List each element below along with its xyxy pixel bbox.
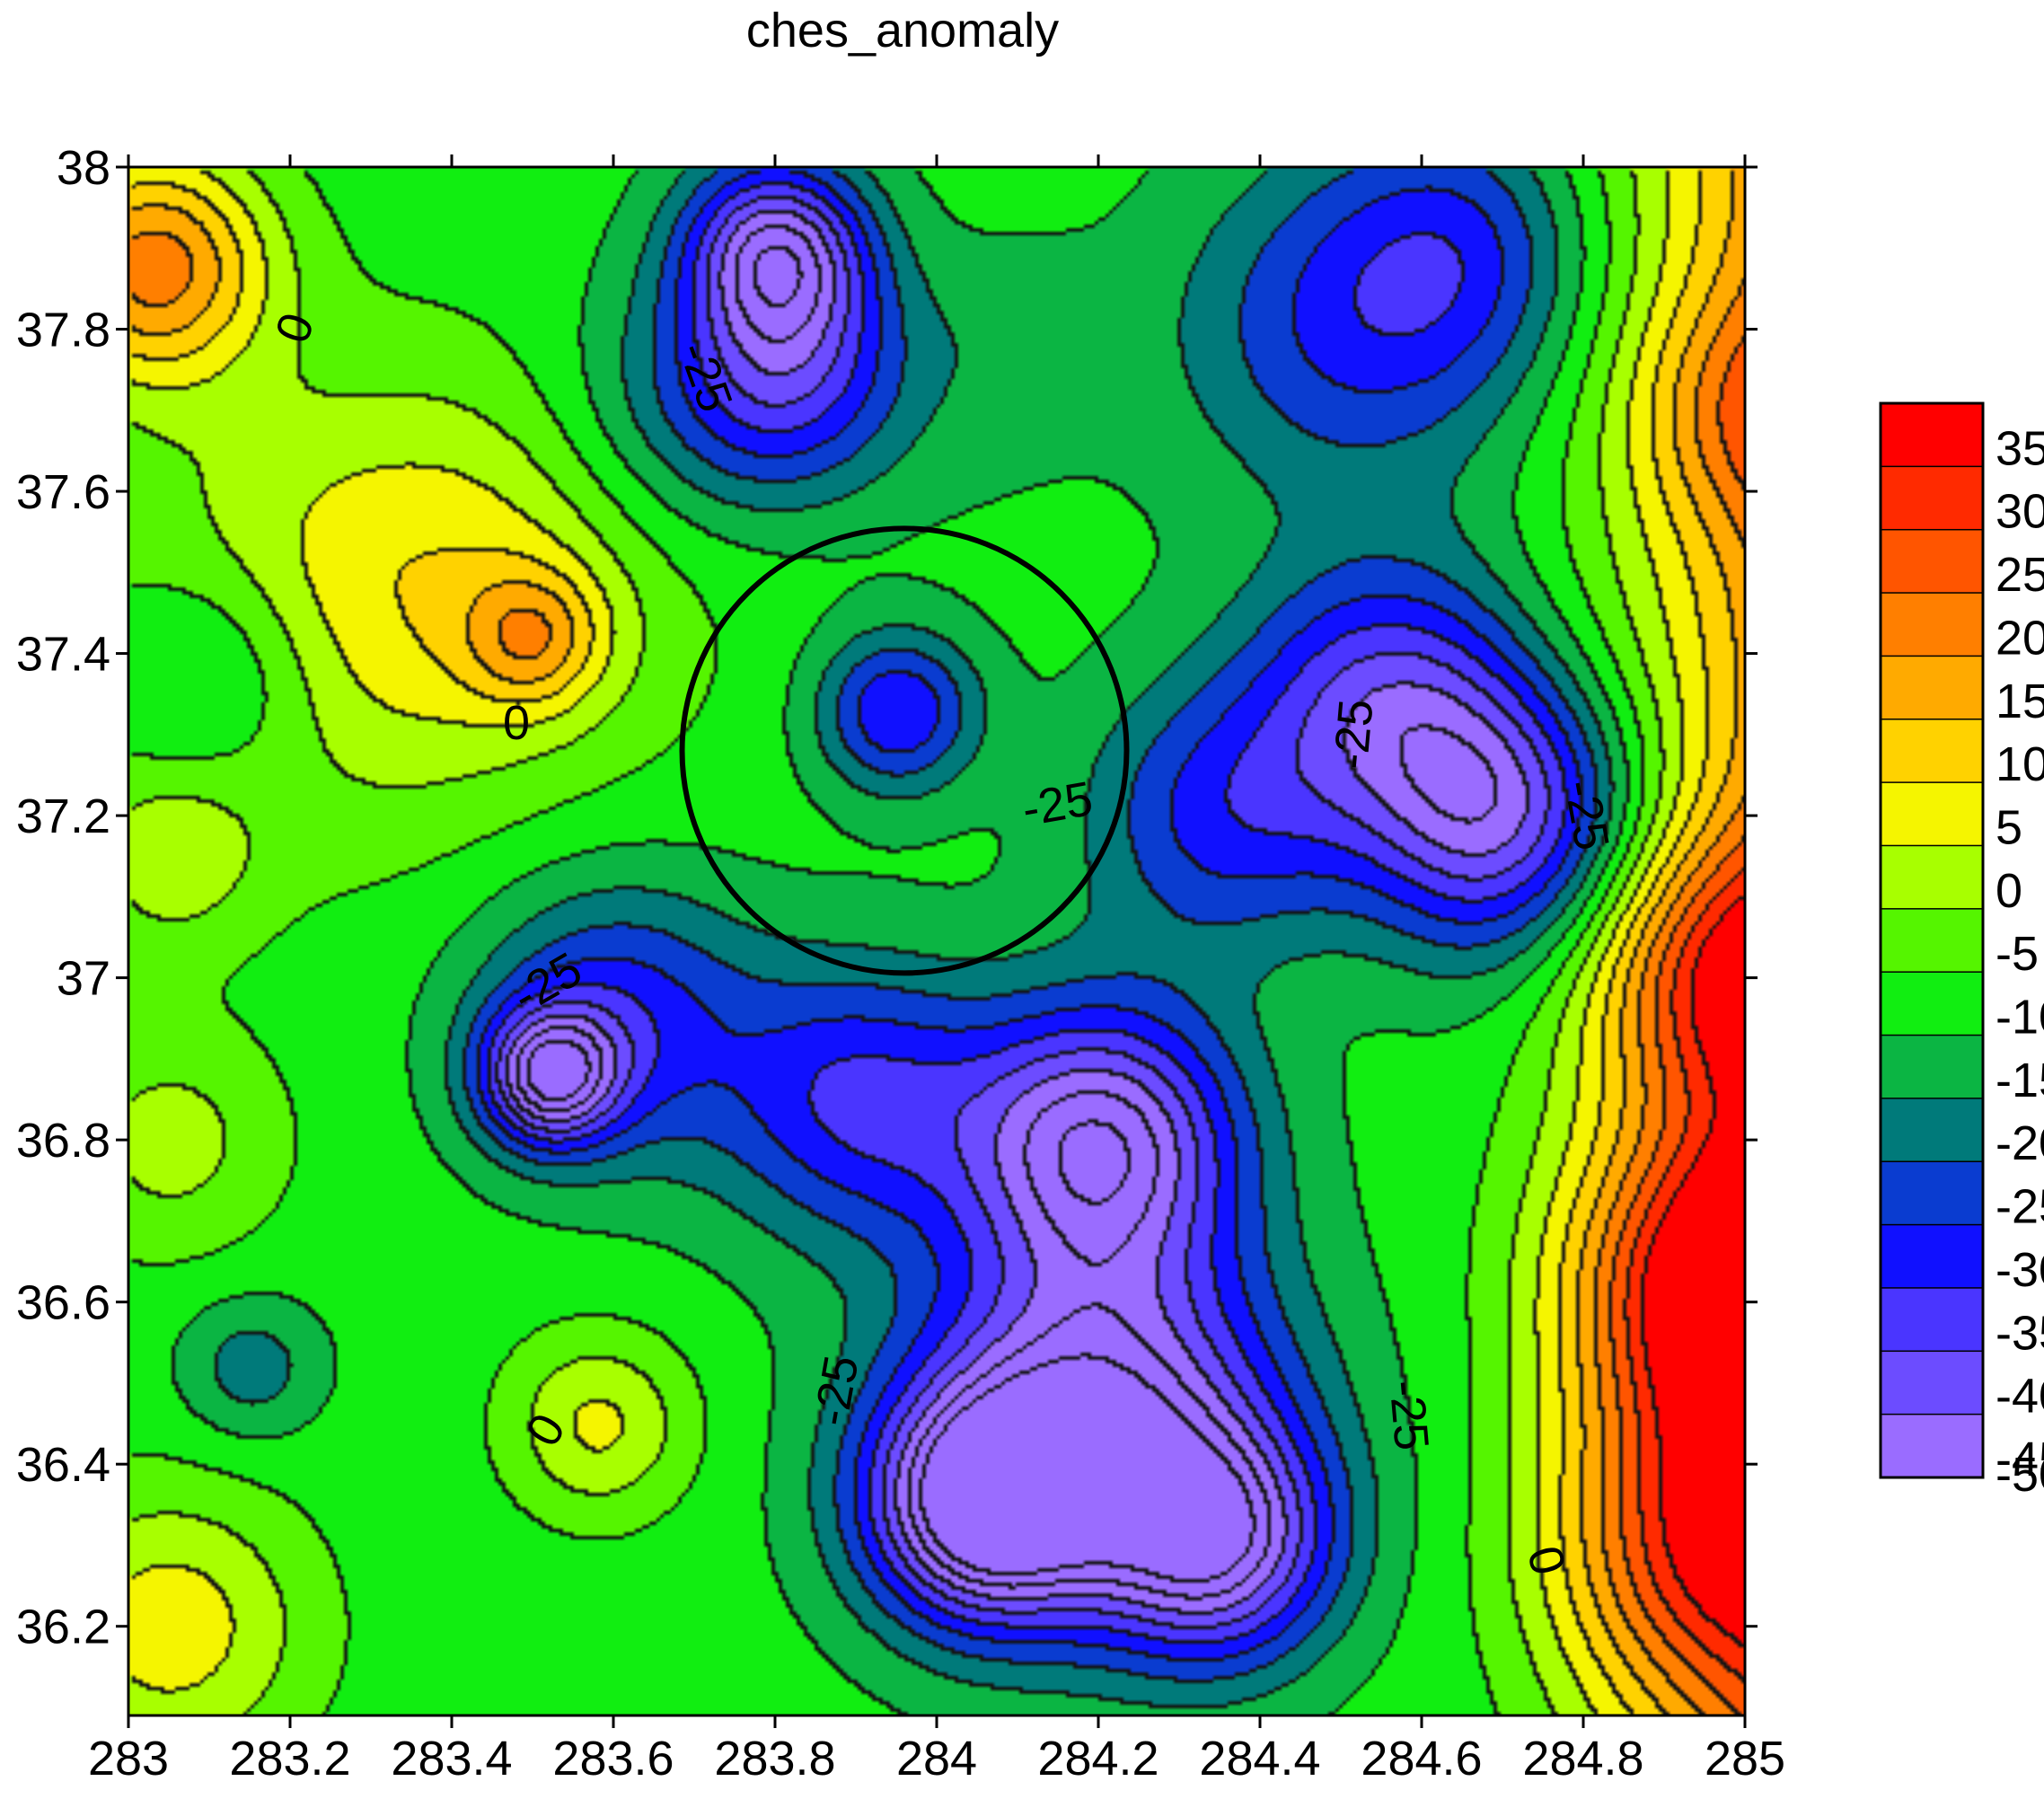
colorbar-label: 15 (1996, 675, 2044, 728)
colorbar-swatch (1880, 781, 1984, 847)
contour-label: -25 (1554, 776, 1619, 854)
colorbar-swatch (1880, 528, 1984, 595)
colorbar-label: -20 (1996, 1116, 2044, 1170)
colorbar-label: -35 (1996, 1306, 2044, 1360)
colorbar-frame (1879, 401, 1985, 1479)
colorbar-swatch (1880, 1098, 1984, 1163)
x-axis: 283 283.2 283.4 283.6 283.8 284 284.2 284.4 284.… (88, 154, 1785, 1786)
chart-title: ches_anomaly (746, 4, 1059, 57)
colorbar-label: -15 (1996, 1054, 2044, 1107)
y-tick-label: 37.4 (16, 628, 110, 682)
colorbar-swatch (1880, 402, 1984, 468)
colorbar-swatch (1880, 1287, 1984, 1353)
colorbar-label: 30 (1996, 485, 2044, 539)
contour-label: -25 (1324, 697, 1384, 772)
y-axis: 38 37.8 37.6 37.4 37.2 37 36.8 36.6 36.4 36.2 (16, 141, 1758, 1654)
colorbar-label: -45 (1996, 1433, 2044, 1486)
y-tick-label: 36.2 (16, 1601, 110, 1654)
y-tick-label: 36.8 (16, 1114, 110, 1168)
y-tick-label: 36.4 (16, 1438, 110, 1492)
colorbar-label: -10 (1996, 991, 2044, 1045)
colorbar-swatch (1880, 719, 1984, 784)
x-tick-label: 284 (896, 1732, 977, 1786)
x-tick-label: 283.4 (391, 1732, 512, 1786)
colorbar-swatch (1880, 1350, 1984, 1415)
x-tick-label: 285 (1705, 1732, 1785, 1786)
colorbar-swatch (1880, 1160, 1984, 1226)
colorbar: 35 30 25 20 15 10 5 0 -5 -10 -15 -20 -25 -30 -35 -40 -45… (1879, 401, 2044, 1502)
colorbar-label: -30 (1996, 1243, 2044, 1297)
x-tick-label: 284.6 (1361, 1732, 1482, 1786)
colorbar-label: 25 (1996, 548, 2044, 602)
colorbar-swatch (1880, 655, 1984, 721)
contour-label: -25 (1379, 1378, 1439, 1452)
plot-area: 0-250-25-25-25-25-250 -250 (127, 165, 1747, 1717)
y-tick-label: 36.6 (16, 1276, 110, 1330)
colorbar-swatch (1880, 908, 1984, 974)
contour-label: 0 (503, 696, 530, 750)
colorbar-swatch (1880, 1413, 1984, 1479)
colorbar-label: -5 (1996, 927, 2039, 981)
anomaly-heatmap (128, 167, 1745, 1715)
colorbar-label: 20 (1996, 611, 2044, 665)
colorbar-swatch (1880, 1034, 1984, 1100)
colorbar-swatch (1880, 592, 1984, 657)
colorbar-swatch (1880, 844, 1984, 911)
x-tick-label: 283 (88, 1732, 169, 1786)
colorbar-label: 10 (1996, 737, 2044, 791)
colorbar-swatch (1880, 465, 1984, 531)
colorbar-label: 0 (1996, 864, 2022, 918)
x-tick-label: 283.2 (229, 1732, 350, 1786)
colorbar-swatch (1880, 1223, 1984, 1290)
contour-label: -25 (804, 1352, 869, 1430)
colorbar-label: 35 (1996, 421, 2044, 475)
colorbar-label: -40 (1996, 1370, 2044, 1424)
y-tick-label: 37.8 (16, 304, 110, 357)
x-tick-label: 284.8 (1522, 1732, 1643, 1786)
x-tick-label: 283.6 (552, 1732, 674, 1786)
colorbar-label: 5 (1996, 800, 2022, 854)
y-tick-label: 37 (57, 952, 110, 1006)
x-tick-label: 284.2 (1037, 1732, 1159, 1786)
colorbar-label: -50 (1996, 1448, 2044, 1502)
colorbar-swatch (1880, 971, 1984, 1036)
x-tick-label: 284.4 (1199, 1732, 1320, 1786)
y-tick-label: 38 (57, 141, 110, 195)
colorbar-label: -25 (1996, 1180, 2044, 1234)
y-tick-label: 37.2 (16, 789, 110, 843)
highlight-circle (679, 525, 1130, 976)
contour-label: -25 (1018, 772, 1097, 837)
y-tick-label: 37.6 (16, 465, 110, 519)
x-tick-label: 283.8 (714, 1732, 835, 1786)
